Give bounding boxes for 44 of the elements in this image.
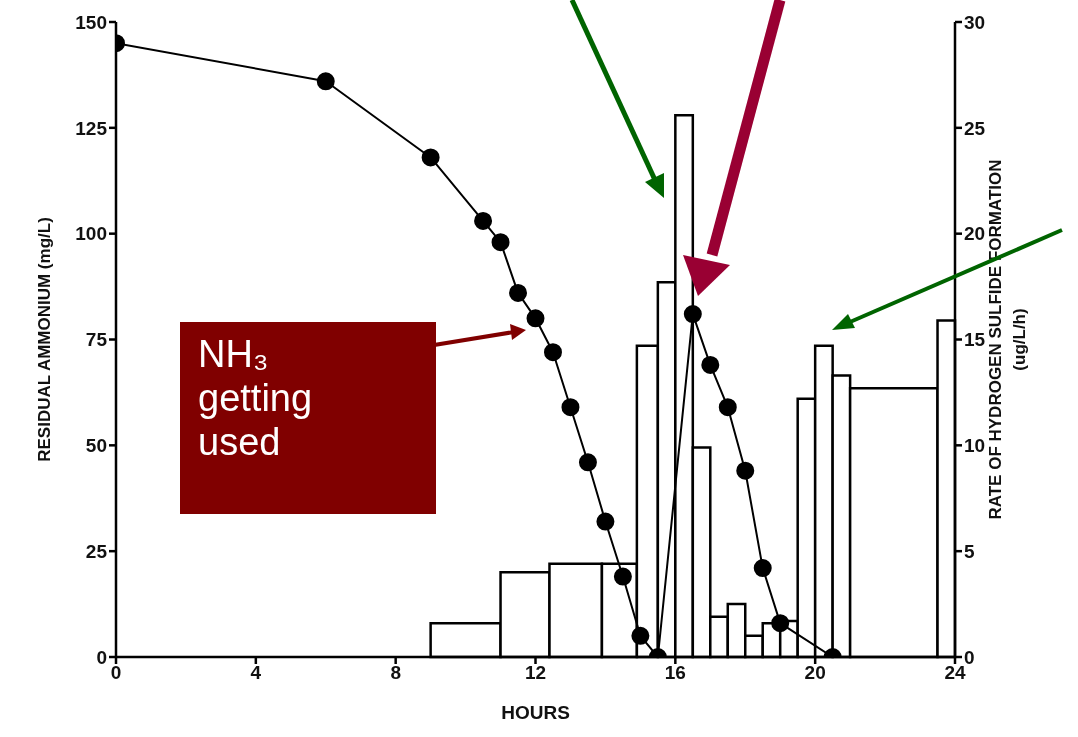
x-tick-label: 24: [944, 662, 966, 684]
y-tick-label: 25: [85, 540, 108, 562]
point: [683, 305, 702, 324]
y-axis-title: RESIDUAL AMMONIUM (mg/L): [35, 217, 55, 462]
y-tick-label: 150: [75, 11, 107, 33]
point: [526, 309, 545, 328]
point: [421, 148, 440, 167]
y2-tick-label: 30: [964, 11, 986, 33]
x-tick-label: 0: [110, 662, 122, 684]
x-tick-label: 16: [664, 662, 686, 684]
y-tick-label: 125: [75, 117, 108, 139]
y2-tick-label: 25: [964, 117, 986, 139]
note-box: NH₃ getting used: [180, 322, 436, 514]
point: [561, 398, 580, 417]
point: [474, 211, 493, 230]
point: [771, 614, 790, 633]
point: [753, 559, 772, 578]
y2-tick-label: 20: [964, 223, 986, 245]
y2-axis-title: RATE OF HYDROGEN SULFIDE FORMATION (ug/L/h): [986, 159, 1029, 520]
point: [578, 453, 597, 472]
y2-tick-label: 0: [964, 646, 975, 668]
y-tick-label: 100: [75, 223, 107, 245]
y-tick-label: 75: [85, 329, 108, 351]
x-tick-label: 20: [804, 662, 826, 684]
y2-tick-label: 15: [964, 329, 986, 351]
point: [613, 567, 632, 586]
x-tick-label: 8: [390, 662, 401, 684]
point: [509, 283, 528, 302]
point: [718, 398, 737, 417]
x-tick-label: 4: [250, 662, 262, 684]
point: [701, 355, 720, 374]
point: [316, 72, 335, 91]
x-tick-label: 12: [524, 662, 547, 684]
y2-tick-label: 5: [964, 540, 975, 562]
x-axis-title: HOURS: [501, 702, 570, 723]
y-tick-label: 50: [85, 435, 107, 457]
point: [736, 461, 755, 480]
y2-tick-label: 10: [964, 435, 986, 457]
point: [631, 626, 650, 645]
point: [543, 343, 562, 362]
annotation: NH₃ getting used: [198, 332, 314, 464]
point: [596, 512, 615, 531]
y-tick-label: 0: [96, 646, 107, 668]
point: [491, 233, 510, 252]
